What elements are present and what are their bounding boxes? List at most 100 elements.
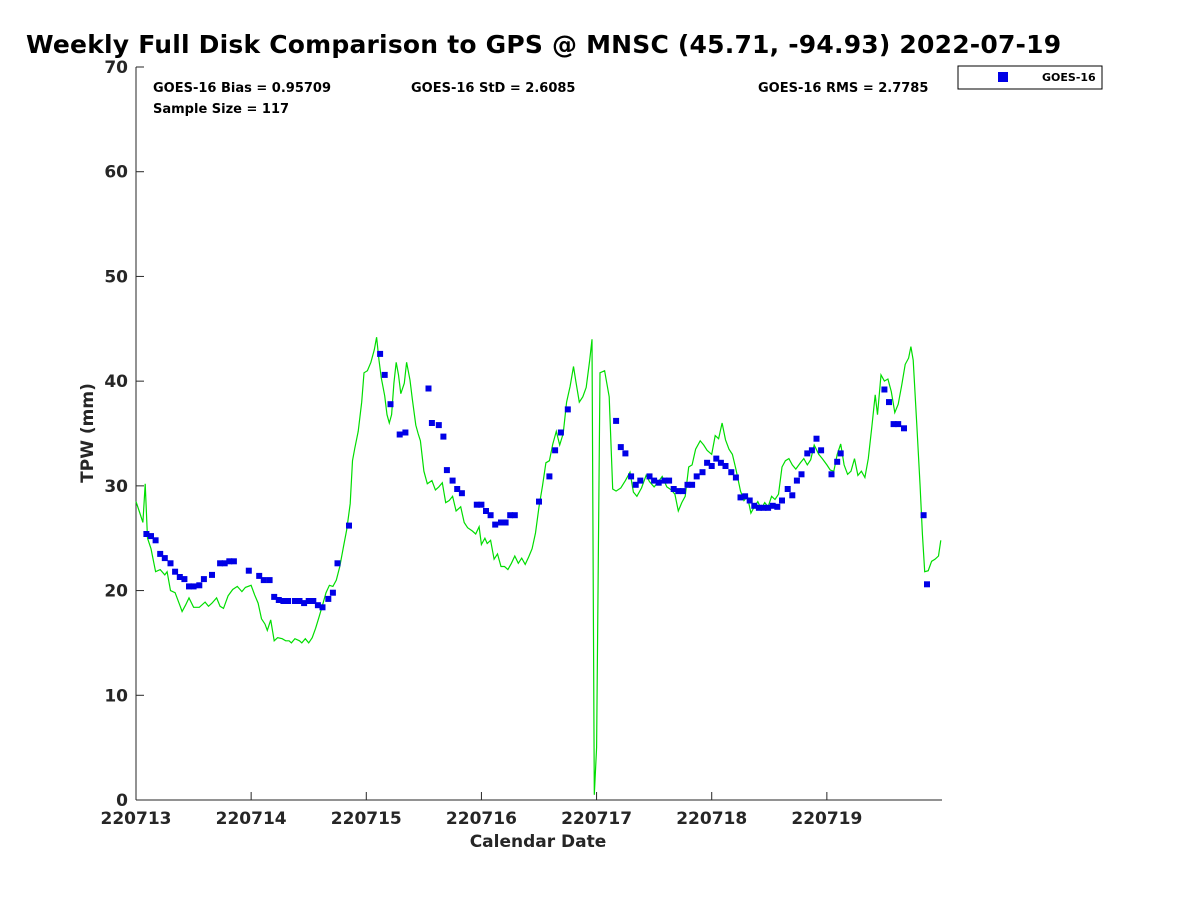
- y-tick-label: 70: [104, 58, 128, 78]
- goes16-point: [717, 459, 724, 466]
- gps-line: [135, 337, 942, 795]
- goes16-point: [296, 598, 303, 604]
- goes16-point: [622, 450, 629, 457]
- goes16-point: [813, 435, 820, 442]
- y-tick-label: 50: [104, 267, 128, 287]
- goes16-point: [693, 473, 700, 480]
- goes16-point: [402, 429, 409, 436]
- goes16-point: [837, 450, 844, 457]
- goes16-point: [346, 522, 352, 529]
- goes16-point: [377, 350, 384, 357]
- x-tick-label: 220718: [676, 809, 747, 829]
- sample-size-stat: Sample Size = 117: [153, 102, 289, 117]
- goes16-point: [655, 479, 662, 486]
- goes16-point: [684, 481, 691, 488]
- goes16-point: [396, 431, 403, 438]
- goes16-point: [746, 497, 753, 504]
- goes16-point: [167, 560, 174, 567]
- goes16-point: [280, 598, 287, 604]
- goes16-point: [793, 477, 800, 484]
- goes16-point: [765, 504, 772, 511]
- goes16-point: [152, 537, 159, 544]
- goes16-point: [789, 492, 796, 499]
- goes16-point: [769, 502, 776, 509]
- x-tick-label: 220713: [101, 809, 172, 829]
- goes16-point: [209, 571, 215, 578]
- goes16-point: [473, 501, 480, 508]
- goes16-point: [804, 450, 811, 457]
- axes: 0 10 20 30 40 50 60 70 220713 220714 220715 220716 2…: [101, 58, 942, 829]
- goes16-point: [428, 420, 435, 426]
- goes16-point: [443, 467, 450, 474]
- goes16-point: [176, 574, 183, 580]
- goes16-point: [245, 567, 252, 574]
- goes16-point: [186, 583, 192, 590]
- goes16-point: [895, 421, 902, 428]
- goes16-point: [190, 583, 197, 590]
- goes16-point: [458, 490, 465, 497]
- goes16-point: [646, 473, 653, 480]
- goes16-point: [221, 560, 228, 567]
- y-axis-label: TPW (mm): [78, 383, 98, 483]
- goes16-point: [305, 598, 312, 604]
- goes16-point: [148, 533, 154, 540]
- gps-series: [135, 337, 942, 795]
- x-tick-label: 220715: [331, 809, 402, 829]
- goes16-point: [828, 471, 835, 478]
- goes16-point: [722, 463, 729, 469]
- y-tick-label: 10: [104, 686, 128, 706]
- goes16-point: [511, 512, 518, 519]
- y-tick-label: 0: [116, 791, 128, 811]
- goes16-point: [679, 488, 686, 495]
- goes16-point: [319, 604, 326, 611]
- goes16-point: [172, 568, 179, 575]
- goes16-point: [708, 463, 715, 469]
- goes16-point: [632, 481, 639, 488]
- goes16-point: [387, 401, 394, 408]
- x-tick-label: 220714: [216, 809, 287, 829]
- goes16-point: [728, 469, 735, 476]
- goes16-point: [613, 417, 620, 424]
- goes16-point: [713, 455, 720, 462]
- goes16-point: [425, 385, 432, 392]
- goes16-point: [779, 497, 785, 504]
- y-tick-label: 20: [104, 582, 128, 602]
- goes16-point: [666, 477, 673, 484]
- goes16-point: [498, 519, 504, 526]
- goes16-point: [256, 572, 263, 579]
- bias-stat: GOES-16 Bias = 0.95709: [153, 81, 331, 96]
- goes16-point: [507, 512, 514, 519]
- legend-marker: [998, 72, 1008, 82]
- goes16-point: [675, 488, 682, 495]
- goes16-point: [732, 474, 739, 481]
- goes16-point: [651, 477, 658, 484]
- goes16-point: [901, 425, 907, 432]
- goes16-point: [285, 598, 291, 604]
- goes16-point: [329, 589, 336, 596]
- goes16-point: [760, 504, 767, 511]
- legend-box: [957, 65, 1103, 90]
- goes16-point: [266, 577, 273, 584]
- goes16-point: [143, 531, 150, 537]
- goes16-point: [271, 593, 278, 600]
- goes16-point: [890, 421, 897, 428]
- goes16-point: [737, 494, 744, 501]
- goes16-point: [440, 433, 447, 440]
- goes16-point: [689, 481, 696, 488]
- goes16-series: [143, 350, 930, 611]
- goes16-point: [196, 582, 203, 589]
- goes16-point: [301, 600, 308, 607]
- goes16-point: [291, 598, 298, 604]
- goes16-point: [275, 597, 282, 603]
- y-tick-label: 30: [104, 477, 128, 497]
- goes16-point: [742, 493, 749, 500]
- goes16-point: [492, 521, 499, 528]
- goes16-point: [755, 504, 762, 511]
- goes16-point: [704, 459, 711, 466]
- goes16-point: [487, 512, 494, 519]
- goes16-point: [260, 577, 267, 584]
- goes16-point: [661, 477, 668, 484]
- x-tick-label: 220717: [561, 809, 632, 829]
- goes16-point: [920, 512, 927, 519]
